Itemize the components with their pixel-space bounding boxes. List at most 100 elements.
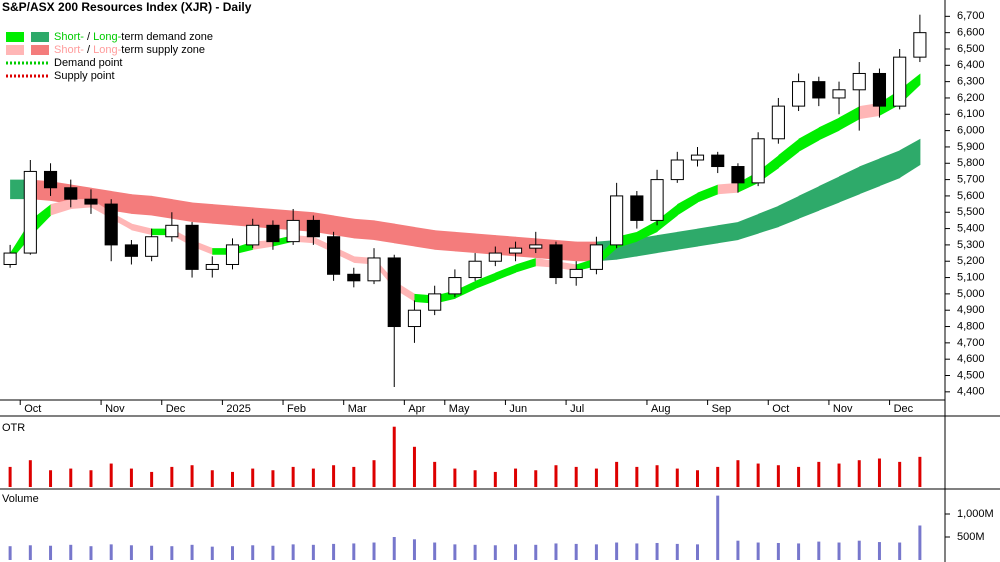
legend-text: Supply point (54, 70, 115, 82)
zone-band (475, 272, 496, 289)
legend-text: Short- / Long-term supply zone (54, 44, 205, 56)
zone-band (212, 204, 233, 226)
candle-body (104, 203, 118, 246)
candle-body (43, 170, 58, 189)
legend-swatch (31, 32, 49, 42)
candle-body (367, 257, 381, 282)
x-tick-label: Oct (772, 403, 789, 415)
zone-band (839, 166, 860, 203)
panel-label: Volume (2, 493, 39, 505)
y-tick-label: 6,000 (957, 125, 985, 137)
legend-part: Long- (93, 44, 121, 56)
candle-body (448, 277, 462, 295)
zone-band (515, 257, 537, 273)
zone-band (50, 199, 72, 216)
x-tick-label: May (449, 403, 470, 415)
candle-body (731, 166, 745, 184)
zone-band (677, 228, 698, 250)
legend-swatch (31, 45, 49, 55)
candle-body (690, 154, 705, 161)
legend-part: term demand zone (121, 31, 213, 43)
zone-band (839, 106, 860, 131)
candle-body (771, 105, 785, 140)
y-tick-label: 5,600 (957, 190, 985, 202)
candle-body (407, 309, 422, 328)
zone-band (454, 231, 476, 254)
legend-part: / (84, 44, 93, 56)
x-tick-label: Aug (651, 403, 671, 415)
zone-band (778, 138, 800, 169)
y-tick-label: 6,600 (957, 27, 985, 39)
candle-body (246, 224, 260, 246)
zone-band (434, 230, 456, 252)
zone-band (414, 226, 436, 250)
zone-band (495, 264, 517, 281)
candle-body (387, 257, 401, 328)
zone-band (353, 218, 375, 240)
candle-body (468, 260, 482, 279)
legend-swatch (6, 32, 24, 42)
y-tick-label: 5,900 (957, 141, 985, 153)
candle-body (266, 224, 280, 243)
candle-body (529, 244, 543, 249)
zone-band (798, 127, 820, 152)
y-tick-label: 4,700 (957, 337, 985, 349)
y-tick-label: 5,100 (957, 271, 985, 283)
candle-body (569, 268, 583, 279)
zone-band (232, 205, 254, 227)
x-tick-label: Apr (408, 403, 425, 415)
x-tick-label: Jul (570, 403, 584, 415)
y-tick-label: 1,000M (957, 508, 994, 520)
y-tick-label: 4,400 (957, 386, 985, 398)
legend-part: Long- (93, 31, 121, 43)
candle-body (306, 219, 320, 238)
y-tick-label: 4,800 (957, 320, 985, 332)
zone-band (717, 182, 739, 195)
legend-part: term supply zone (121, 44, 205, 56)
candle-body (347, 273, 361, 282)
panel-label: OTR (2, 422, 25, 434)
candle-body (812, 81, 826, 99)
y-tick-label: 5,500 (957, 206, 985, 218)
zone-band (758, 205, 779, 234)
candle-body (670, 159, 684, 181)
zone-band (131, 223, 153, 236)
legend-part: Short- (54, 31, 84, 43)
candle-body (549, 244, 563, 279)
zone-band (192, 202, 213, 224)
legend-part: / (84, 31, 93, 43)
x-tick-label: Jun (509, 403, 527, 415)
zone-band (859, 102, 880, 120)
legend-swatch (6, 45, 24, 55)
candle-body (3, 252, 17, 265)
zone-band (475, 233, 496, 255)
zone-band (737, 213, 759, 240)
chart-title: S&P/ASX 200 Resources Index (XJR) - Dail… (2, 0, 252, 14)
y-tick-label: 4,500 (957, 369, 985, 381)
zone-band (151, 195, 173, 219)
legend-text: Demand point (54, 57, 123, 69)
y-tick-label: 6,200 (957, 92, 985, 104)
y-tick-label: 500M (957, 531, 985, 543)
candle-body (589, 244, 603, 270)
candle-body (893, 56, 907, 107)
zone-band (859, 158, 880, 195)
zone-band (252, 207, 274, 229)
y-tick-label: 5,300 (957, 239, 985, 251)
y-tick-label: 4,900 (957, 304, 985, 316)
y-tick-label: 6,300 (957, 76, 985, 88)
candle-body (508, 247, 523, 254)
zone-band (818, 176, 840, 211)
zone-band (657, 204, 678, 232)
zone-band (171, 199, 193, 223)
y-tick-label: 5,200 (957, 255, 985, 267)
legend-part: Supply point (54, 70, 115, 82)
candle-body (488, 252, 502, 262)
candle-body (792, 81, 806, 107)
candle-body (124, 244, 138, 257)
legend-part: Short- (54, 44, 84, 56)
candle-body (185, 224, 199, 270)
